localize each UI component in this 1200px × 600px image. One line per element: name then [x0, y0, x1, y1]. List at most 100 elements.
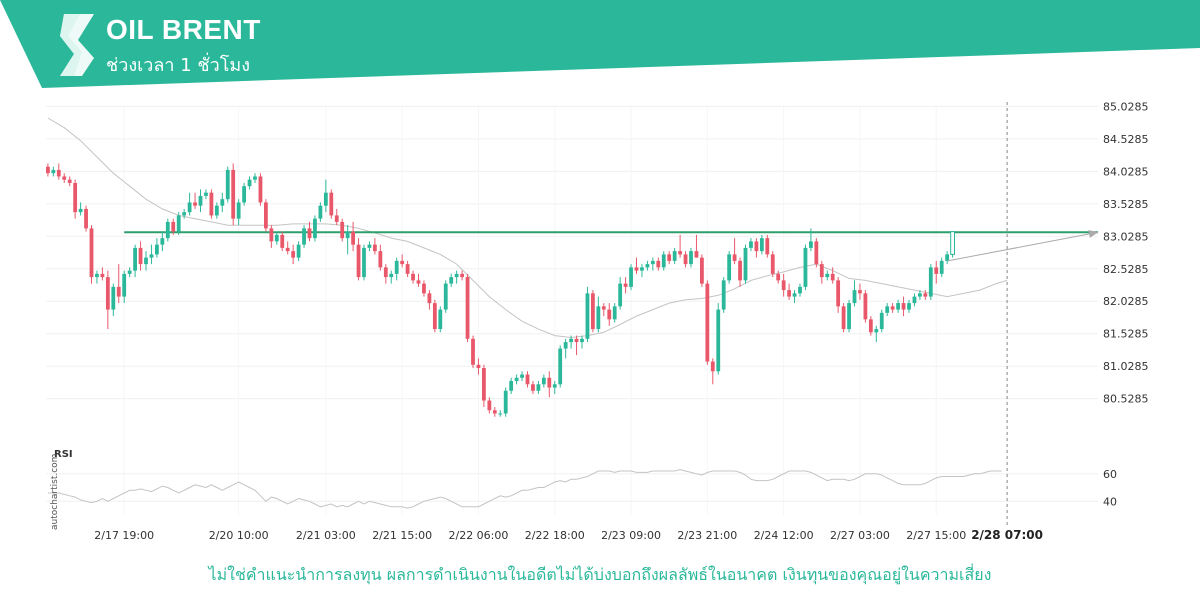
price-tick-label: 81.5285	[1103, 328, 1149, 341]
candle-body	[596, 306, 601, 330]
candle	[525, 371, 530, 388]
candle	[280, 231, 285, 252]
candle-body	[105, 277, 110, 310]
rsi-axis: 60 40	[1103, 468, 1117, 509]
candle-body	[465, 277, 470, 339]
candle-body	[601, 306, 606, 310]
candle	[214, 202, 219, 219]
candle	[285, 241, 290, 255]
candle	[394, 257, 399, 281]
candle	[885, 303, 890, 317]
candle	[193, 192, 197, 209]
candle	[879, 309, 884, 333]
candle	[623, 277, 628, 294]
candle-body	[585, 293, 590, 339]
banner-background	[0, 0, 1200, 88]
candle	[907, 299, 911, 313]
candle-body	[340, 221, 345, 239]
candle	[852, 280, 857, 307]
candle-body	[509, 381, 514, 391]
candle-body	[313, 218, 317, 239]
candle-body	[171, 221, 176, 232]
time-axis: 2/17 19:00 2/20 10:00 2/21 03:00 2/21 15:00…	[94, 528, 1043, 542]
candle	[144, 251, 148, 271]
candle	[443, 280, 448, 313]
candle	[373, 238, 377, 255]
candle	[127, 267, 132, 278]
candle-body	[645, 264, 650, 268]
candle	[378, 244, 383, 271]
candle-body	[547, 377, 552, 388]
candle	[46, 163, 50, 177]
candle	[896, 299, 900, 313]
candle	[618, 277, 623, 310]
candle-body	[656, 260, 661, 268]
candle	[84, 205, 88, 232]
candle-body	[738, 260, 742, 281]
candle	[765, 234, 770, 258]
candle	[950, 231, 956, 258]
candle	[503, 387, 508, 417]
candle-body	[776, 273, 781, 281]
candle-body	[122, 273, 127, 297]
chart-grid	[46, 105, 1098, 515]
candle	[814, 238, 819, 268]
candle-body	[427, 293, 432, 304]
candle-body	[165, 221, 170, 239]
candle-body	[280, 234, 285, 248]
candle-body	[928, 267, 933, 297]
candle-body	[95, 273, 99, 278]
candle	[176, 212, 181, 235]
candle-body	[378, 251, 383, 268]
candle-body	[950, 231, 956, 255]
time-tick-label: 2/24 12:00	[754, 529, 814, 542]
candle-body	[144, 257, 148, 265]
candle-body	[204, 192, 208, 196]
candle-body	[541, 377, 546, 385]
candle-body	[285, 247, 290, 252]
candle	[683, 251, 688, 268]
candle	[847, 299, 851, 333]
candle-body	[78, 208, 83, 213]
candle	[209, 189, 214, 219]
rsi-label: RSI	[54, 449, 73, 460]
candle-body	[362, 247, 366, 278]
candle	[574, 335, 579, 356]
candle-body	[868, 319, 873, 333]
candle	[62, 173, 67, 183]
candle	[220, 192, 225, 213]
candle-body	[700, 257, 704, 284]
candle	[901, 296, 906, 317]
time-tick-label: 2/20 10:00	[209, 529, 269, 542]
candle	[781, 273, 786, 297]
time-tick-label: 2/22 18:00	[525, 529, 585, 542]
price-tick-label: 80.5285	[1103, 393, 1149, 406]
time-tick-label: 2/23 21:00	[677, 529, 737, 542]
candle-body	[918, 293, 922, 297]
candle	[536, 381, 541, 395]
candle	[400, 254, 405, 268]
candle-body	[580, 338, 584, 343]
candlestick-series	[46, 163, 956, 417]
candle-body	[890, 306, 895, 310]
candle-body	[819, 264, 824, 278]
candle	[264, 199, 268, 232]
candle-body	[754, 241, 759, 252]
candle	[318, 202, 323, 222]
candle	[454, 270, 459, 284]
candle-body	[236, 202, 241, 219]
candle-body	[531, 384, 535, 391]
candle-body	[334, 215, 339, 222]
candle	[754, 238, 759, 258]
candle-body	[618, 283, 623, 307]
candle	[863, 290, 868, 323]
candle-body	[710, 361, 715, 372]
candle-body	[482, 368, 486, 401]
candle-body	[345, 231, 350, 239]
candle	[416, 273, 421, 287]
time-tick-label: 2/17 19:00	[94, 529, 154, 542]
candle	[819, 260, 824, 284]
candle	[645, 260, 650, 271]
candle-body	[591, 293, 595, 330]
candle	[351, 221, 355, 252]
